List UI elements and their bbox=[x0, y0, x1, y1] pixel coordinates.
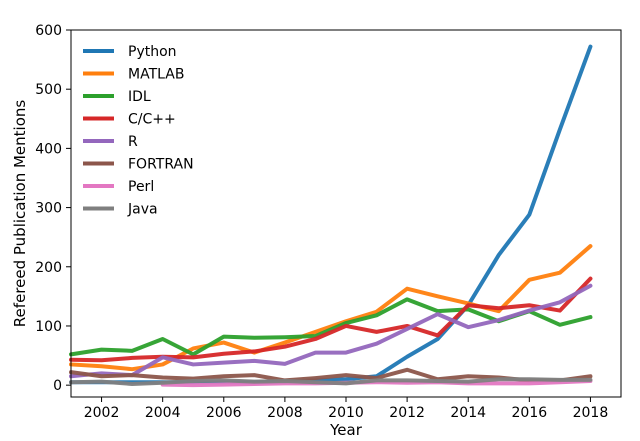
legend-label: C/C++ bbox=[128, 112, 176, 128]
x-tick-label: 2004 bbox=[145, 405, 181, 421]
series-line-c-c bbox=[69, 276, 593, 363]
series-line-java bbox=[69, 377, 593, 386]
legend-label: IDL bbox=[128, 89, 151, 105]
legend-label: Perl bbox=[128, 179, 154, 195]
y-axis-label: Refereed Publication Mentions bbox=[11, 100, 29, 328]
legend-label: FORTRAN bbox=[128, 157, 194, 173]
y-tick-label: 600 bbox=[35, 23, 62, 39]
x-tick-label: 2016 bbox=[512, 405, 548, 421]
plot-frame bbox=[70, 29, 622, 398]
x-tick-label: 2002 bbox=[84, 405, 120, 421]
x-tick-label: 2012 bbox=[389, 405, 425, 421]
x-tick-label: 2014 bbox=[450, 405, 486, 421]
legend-label: Python bbox=[128, 44, 177, 60]
y-tick-label: 100 bbox=[35, 319, 62, 335]
legend: Python MATLAB IDL C/C++ R FORTRAN Perl Java bbox=[83, 44, 194, 218]
y-tick-label: 200 bbox=[35, 260, 62, 276]
y-tick-label: 400 bbox=[35, 141, 62, 157]
y-tick-label: 500 bbox=[35, 82, 62, 98]
x-axis-label: Year bbox=[329, 421, 363, 439]
x-tick-label: 2008 bbox=[267, 405, 303, 421]
x-tick-label: 2018 bbox=[573, 405, 609, 421]
axes-ticks-layer: 0 100 200 300 400 500 600 2002 2004 2006 2008 2010 2… bbox=[35, 23, 608, 421]
legend-label: R bbox=[128, 134, 138, 150]
x-tick-label: 2010 bbox=[328, 405, 364, 421]
x-tick-label: 2006 bbox=[206, 405, 242, 421]
series-line-r bbox=[69, 283, 593, 379]
legend-label: Java bbox=[127, 202, 158, 218]
legend-label: MATLAB bbox=[128, 67, 184, 83]
series-layer bbox=[69, 44, 593, 388]
y-tick-label: 0 bbox=[53, 378, 62, 394]
y-tick-label: 300 bbox=[35, 201, 62, 217]
